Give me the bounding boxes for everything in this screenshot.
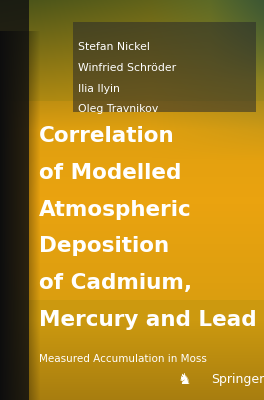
Text: Measured Accumulation in Moss: Measured Accumulation in Moss bbox=[39, 354, 207, 364]
Text: Stefan Nickel: Stefan Nickel bbox=[78, 42, 150, 52]
Text: ♞: ♞ bbox=[178, 372, 192, 387]
Text: of Cadmium,: of Cadmium, bbox=[39, 273, 192, 293]
Text: of Modelled: of Modelled bbox=[39, 163, 181, 183]
Text: Deposition: Deposition bbox=[39, 236, 169, 256]
Text: Ilia Ilyin: Ilia Ilyin bbox=[78, 84, 120, 94]
Text: Correlation: Correlation bbox=[39, 126, 175, 146]
Text: Springer: Springer bbox=[211, 373, 264, 386]
Text: Oleg Travnikov: Oleg Travnikov bbox=[78, 104, 158, 114]
Text: Atmospheric: Atmospheric bbox=[39, 200, 192, 220]
Text: Mercury and Lead: Mercury and Lead bbox=[39, 310, 257, 330]
Text: Winfried Schröder: Winfried Schröder bbox=[78, 63, 176, 73]
Bar bbox=[0, 0, 29, 400]
Bar bbox=[73, 22, 256, 112]
